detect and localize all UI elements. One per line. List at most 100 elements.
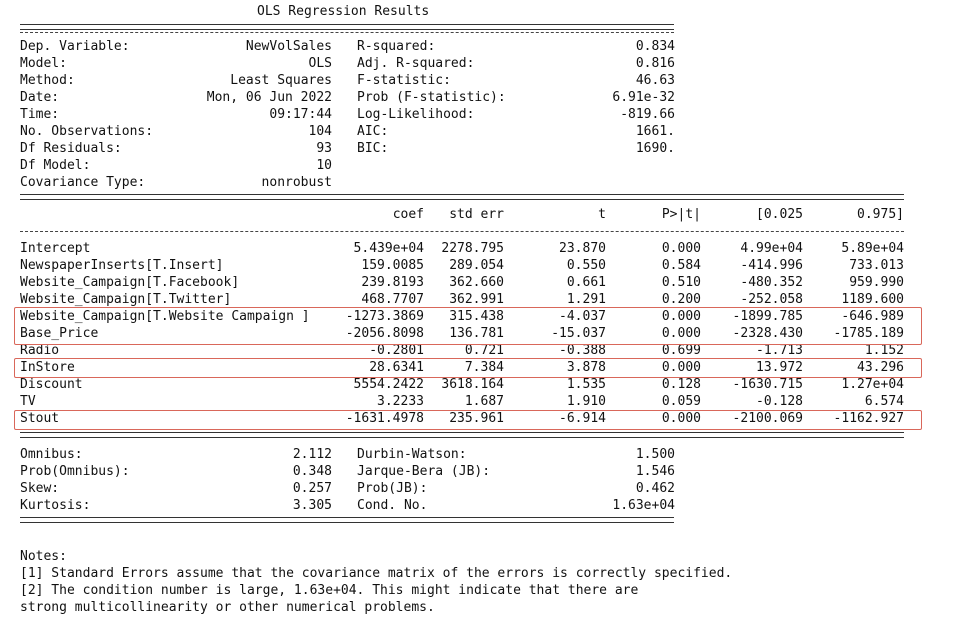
summary-label: BIC: xyxy=(357,141,389,156)
table-row: Website_Campaign[T.Facebook] 239.8193 362.… xyxy=(0,274,961,291)
table-cell: 28.6341 xyxy=(369,360,424,375)
table-cell: 468.7707 xyxy=(361,292,424,307)
table-cell: 6.574 xyxy=(864,394,904,409)
col-header-ci-high: 0.975] xyxy=(857,207,904,222)
table-cell: -2056.8098 xyxy=(345,326,424,341)
double-rule xyxy=(20,517,674,523)
table-cell: 362.660 xyxy=(449,275,504,290)
summary-row: Date: Mon, 06 Jun 2022 Prob (F-statistic):… xyxy=(0,89,961,106)
note-line: strong multicollinearity or other numeri… xyxy=(20,600,435,615)
diagnostic-label: Omnibus: xyxy=(20,447,83,462)
summary-label: F-statistic: xyxy=(357,73,451,88)
table-cell: 1.291 xyxy=(566,292,606,307)
table-row: Base_Price -2056.8098 136.781 -15.037 0.000 -… xyxy=(0,325,961,342)
table-cell: 159.0085 xyxy=(361,258,424,273)
table-cell: -0.2801 xyxy=(369,343,424,358)
diagnostic-value: 0.462 xyxy=(635,481,675,496)
highlight-box xyxy=(14,307,922,345)
diagnostic-row: Kurtosis: 3.305 Cond. No. 1.63e+04 xyxy=(0,497,961,514)
table-cell: 5554.2422 xyxy=(353,377,424,392)
table-cell: 0.721 xyxy=(464,343,504,358)
table-cell: 13.972 xyxy=(756,360,803,375)
table-cell: 0.059 xyxy=(661,394,701,409)
table-row: InStore 28.6341 7.384 3.878 0.000 13.972 43.29… xyxy=(0,359,961,376)
summary-row: Method: Least Squares F-statistic: 46.63 xyxy=(0,72,961,89)
summary-label: Df Residuals: xyxy=(20,141,122,156)
table-row: Radio -0.2801 0.721 -0.388 0.699 -1.713 1.152 xyxy=(0,342,961,359)
summary-label: Time: xyxy=(20,107,60,122)
table-cell: -480.352 xyxy=(740,275,803,290)
table-cell: 1.152 xyxy=(864,343,904,358)
summary-value: 104 xyxy=(308,124,332,139)
table-cell: 959.990 xyxy=(849,275,904,290)
table-cell: 7.384 xyxy=(464,360,504,375)
table-cell: 43.296 xyxy=(857,360,904,375)
table-cell: 2278.795 xyxy=(441,241,504,256)
diagnostic-label: Jarque-Bera (JB): xyxy=(357,464,491,479)
table-cell: 3618.164 xyxy=(441,377,504,392)
summary-label: Date: xyxy=(20,90,60,105)
variable-name: NewspaperInserts[T.Insert] xyxy=(20,258,224,273)
summary-label: Adj. R-squared: xyxy=(357,56,475,71)
summary-row: Df Model: 10 xyxy=(0,157,961,174)
table-row: Discount 5554.2422 3618.164 1.535 0.128 -1630… xyxy=(0,376,961,393)
table-row: NewspaperInserts[T.Insert] 159.0085 289.05… xyxy=(0,257,961,274)
table-cell: 1.27e+04 xyxy=(841,377,904,392)
table-cell: 5.439e+04 xyxy=(353,241,424,256)
table-row: Stout -1631.4978 235.961 -6.914 0.000 -2100.0… xyxy=(0,410,961,427)
summary-value: 1661. xyxy=(635,124,675,139)
table-cell: 362.991 xyxy=(449,292,504,307)
summary-label: Prob (F-statistic): xyxy=(357,90,506,105)
diagnostic-value: 0.257 xyxy=(292,481,332,496)
col-header-ci-low: [0.025 xyxy=(756,207,803,222)
diagnostic-row: Prob(Omnibus): 0.348 Jarque-Bera (JB): 1.54… xyxy=(0,463,961,480)
results-title: OLS Regression Results xyxy=(257,4,430,19)
table-cell: -1630.715 xyxy=(732,377,803,392)
summary-label: Covariance Type: xyxy=(20,175,146,190)
summary-row: Covariance Type: nonrobust xyxy=(0,174,961,191)
summary-row: Time: 09:17:44 Log-Likelihood: -819.66 xyxy=(0,106,961,123)
summary-value: OLS xyxy=(308,56,332,71)
table-cell: 0.000 xyxy=(661,241,701,256)
summary-label: Model: xyxy=(20,56,67,71)
summary-row: Df Residuals: 93 BIC: 1690. xyxy=(0,140,961,157)
diagnostic-value: 1.500 xyxy=(635,447,675,462)
diagnostic-label: Skew: xyxy=(20,481,60,496)
table-cell: 0.584 xyxy=(661,258,701,273)
summary-value: 93 xyxy=(316,141,332,156)
diagnostic-value: 2.112 xyxy=(292,447,332,462)
table-cell: -2100.069 xyxy=(732,411,803,426)
col-header-coef: coef xyxy=(392,207,424,222)
note-line: [2] The condition number is large, 1.63e… xyxy=(20,583,639,598)
variable-name: Website_Campaign[T.Facebook] xyxy=(20,275,240,290)
table-cell: -1.713 xyxy=(756,343,803,358)
table-row: Intercept 5.439e+04 2278.795 23.870 0.000 4.9… xyxy=(0,240,961,257)
summary-value: 1690. xyxy=(635,141,675,156)
variable-name: Website_Campaign[T.Website Campaign ] xyxy=(20,309,310,324)
notes: Notes: [1] Standard Errors assume that th… xyxy=(20,548,732,616)
double-rule xyxy=(20,432,904,438)
table-cell: 5.89e+04 xyxy=(841,241,904,256)
highlight-box xyxy=(14,410,922,430)
table-cell: 0.550 xyxy=(566,258,606,273)
variable-name: Website_Campaign[T.Twitter] xyxy=(20,292,232,307)
table-cell: 1.687 xyxy=(464,394,504,409)
table-cell: 0.661 xyxy=(566,275,606,290)
summary-value: Least Squares xyxy=(230,73,332,88)
diagnostic-label: Cond. No. xyxy=(357,498,428,513)
summary-value: 46.63 xyxy=(635,73,675,88)
diagnostic-value: 1.63e+04 xyxy=(612,498,675,513)
table-cell: 0.000 xyxy=(661,411,701,426)
diagnostic-label: Durbin-Watson: xyxy=(357,447,467,462)
col-header-p: P>|t| xyxy=(661,207,701,222)
table-cell: 1.910 xyxy=(566,394,606,409)
summary-value: 0.816 xyxy=(635,56,675,71)
table-cell: 733.013 xyxy=(849,258,904,273)
dashed-rule xyxy=(20,231,904,232)
note-line: Notes: xyxy=(20,549,67,564)
table-cell: 23.870 xyxy=(559,241,606,256)
table-cell: -15.037 xyxy=(551,326,606,341)
table-cell: 3.878 xyxy=(566,360,606,375)
table-cell: -1785.189 xyxy=(833,326,904,341)
summary-label: Method: xyxy=(20,73,75,88)
